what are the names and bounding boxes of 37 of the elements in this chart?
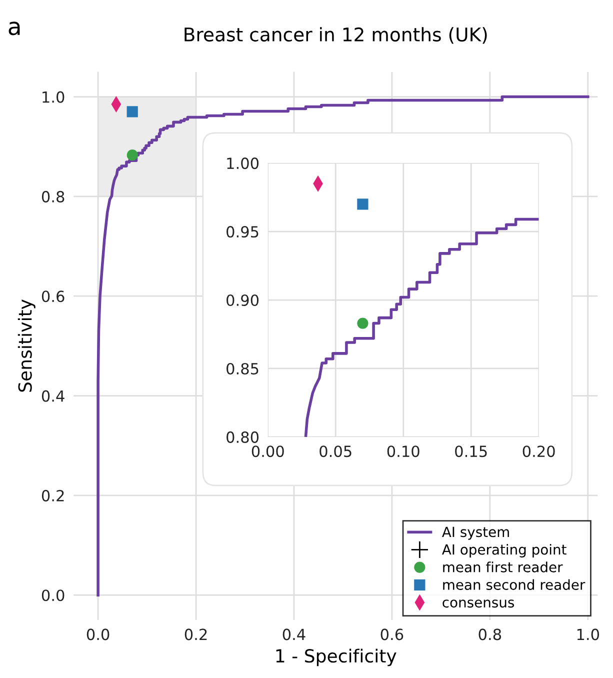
x-tick-label: 0.6 xyxy=(380,628,404,640)
x-tick-label: 0.20 xyxy=(522,446,555,458)
text: a xyxy=(8,22,20,36)
x-tick-label: 1.0 xyxy=(577,628,600,640)
y-tick-label: 1.0 xyxy=(42,91,64,103)
y-tick-label: 0.2 xyxy=(42,490,64,502)
x-tick-label: 0.4 xyxy=(282,628,306,640)
x-tick-label: 0.00 xyxy=(252,446,284,458)
y-tick-label: 0.0 xyxy=(42,590,64,602)
y-tick-label: 0.8 xyxy=(42,190,64,202)
point xyxy=(126,106,138,118)
y-tick-label: 0.85 xyxy=(226,362,258,375)
legend-label: consensus xyxy=(442,600,514,608)
y-tick-label: 0.95 xyxy=(226,226,258,238)
y-tick-label: 0.6 xyxy=(42,290,64,302)
x-tick-label: 0.2 xyxy=(184,628,207,640)
chart-title: Breast cancer in 12 months (UK) xyxy=(184,27,487,44)
legend-label: AI operating point xyxy=(442,544,566,558)
point xyxy=(126,150,138,161)
point xyxy=(357,318,368,329)
x-tick-label: 0.15 xyxy=(455,446,487,458)
x-axis-title: 1 - Specificity xyxy=(276,648,396,666)
legend-label: mean second reader xyxy=(443,579,586,590)
y-tick-label: 0.90 xyxy=(226,294,259,306)
legend-label: AI system xyxy=(442,526,509,540)
line-series xyxy=(304,218,539,437)
y-tick-label: 1.00 xyxy=(227,158,259,170)
point xyxy=(357,198,368,210)
x-tick-label: 0.0 xyxy=(86,628,110,640)
line-series xyxy=(96,95,590,597)
y-tick-label: 0.80 xyxy=(226,431,259,443)
x-tick-label: 0.05 xyxy=(320,446,352,458)
y-axis-title: Sensitivity xyxy=(18,299,36,392)
x-tick-label: 0.8 xyxy=(478,628,502,640)
y-tick-label: 0.4 xyxy=(42,390,64,402)
x-tick-label: 0.10 xyxy=(387,446,420,458)
legend-label: mean first reader xyxy=(443,562,563,572)
